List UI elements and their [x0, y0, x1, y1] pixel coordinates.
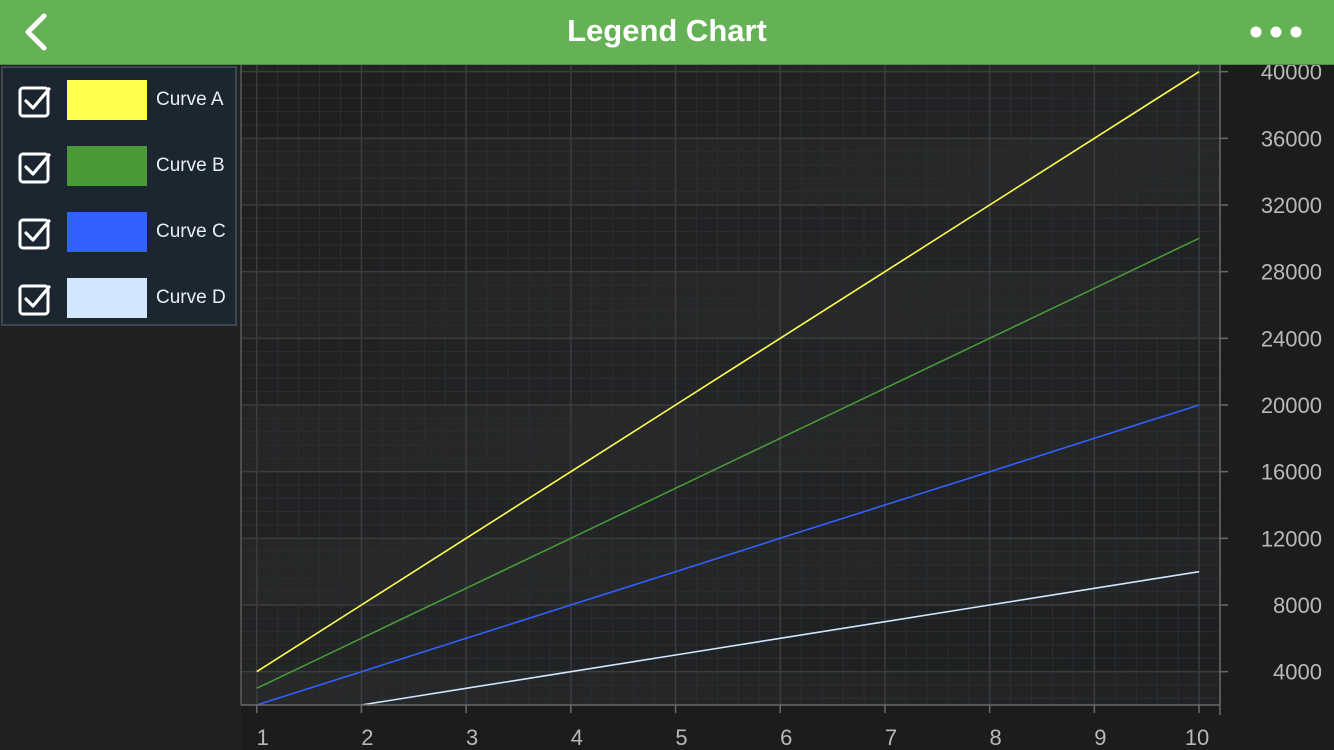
y-tick-label: 16000	[1261, 460, 1322, 485]
more-button[interactable]	[1246, 20, 1310, 44]
more-horizontal-icon	[1250, 26, 1302, 38]
y-tick-label: 20000	[1261, 393, 1322, 418]
checkbox-checked-icon[interactable]	[18, 282, 52, 316]
legend-label: Curve A	[156, 89, 224, 110]
series-line-curve-c	[256, 404, 1200, 706]
y-tick-label: 32000	[1261, 193, 1322, 218]
y-tick-label: 8000	[1273, 593, 1322, 618]
x-tick-label: 3	[466, 725, 478, 750]
page-title: Legend Chart	[567, 13, 767, 48]
x-tick-label: 8	[990, 725, 1002, 750]
x-tick-label: 6	[780, 725, 792, 750]
x-tick-label: 10	[1185, 725, 1209, 750]
legend-swatch	[67, 278, 147, 318]
legend-item-curve-a[interactable]: Curve A	[3, 68, 235, 134]
legend-item-curve-c[interactable]: Curve C	[3, 200, 235, 266]
chart-legend: Curve A Curve B Curve C Curve D	[1, 66, 237, 326]
legend-swatch	[67, 80, 147, 120]
series-line-curve-d	[361, 570, 1200, 706]
y-tick-label: 4000	[1273, 660, 1322, 685]
x-tick-label: 7	[885, 725, 897, 750]
series-line-curve-b	[256, 237, 1200, 690]
checkbox-checked-icon[interactable]	[18, 216, 52, 250]
series-line-curve-a	[256, 71, 1200, 673]
y-tick-label: 12000	[1261, 526, 1322, 551]
legend-label: Curve D	[156, 287, 226, 308]
y-tick-label: 36000	[1261, 126, 1322, 151]
legend-swatch	[67, 146, 147, 186]
navigation-bar: Legend Chart	[0, 0, 1334, 65]
y-tick-label: 28000	[1261, 260, 1322, 285]
legend-swatch	[67, 212, 147, 252]
chevron-left-icon	[25, 13, 47, 51]
x-tick-label: 5	[675, 725, 687, 750]
legend-item-curve-d[interactable]: Curve D	[3, 266, 235, 332]
x-tick-label: 4	[571, 725, 583, 750]
x-tick-label: 9	[1094, 725, 1106, 750]
legend-label: Curve C	[156, 221, 226, 242]
legend-item-curve-b[interactable]: Curve B	[3, 134, 235, 200]
legend-label: Curve B	[156, 155, 225, 176]
checkbox-checked-icon[interactable]	[18, 84, 52, 118]
y-tick-label: 24000	[1261, 326, 1322, 351]
checkbox-checked-icon[interactable]	[18, 150, 52, 184]
x-tick-label: 2	[361, 725, 373, 750]
back-button[interactable]	[14, 10, 58, 54]
plot-area	[241, 65, 1220, 705]
x-tick-label: 1	[257, 725, 269, 750]
